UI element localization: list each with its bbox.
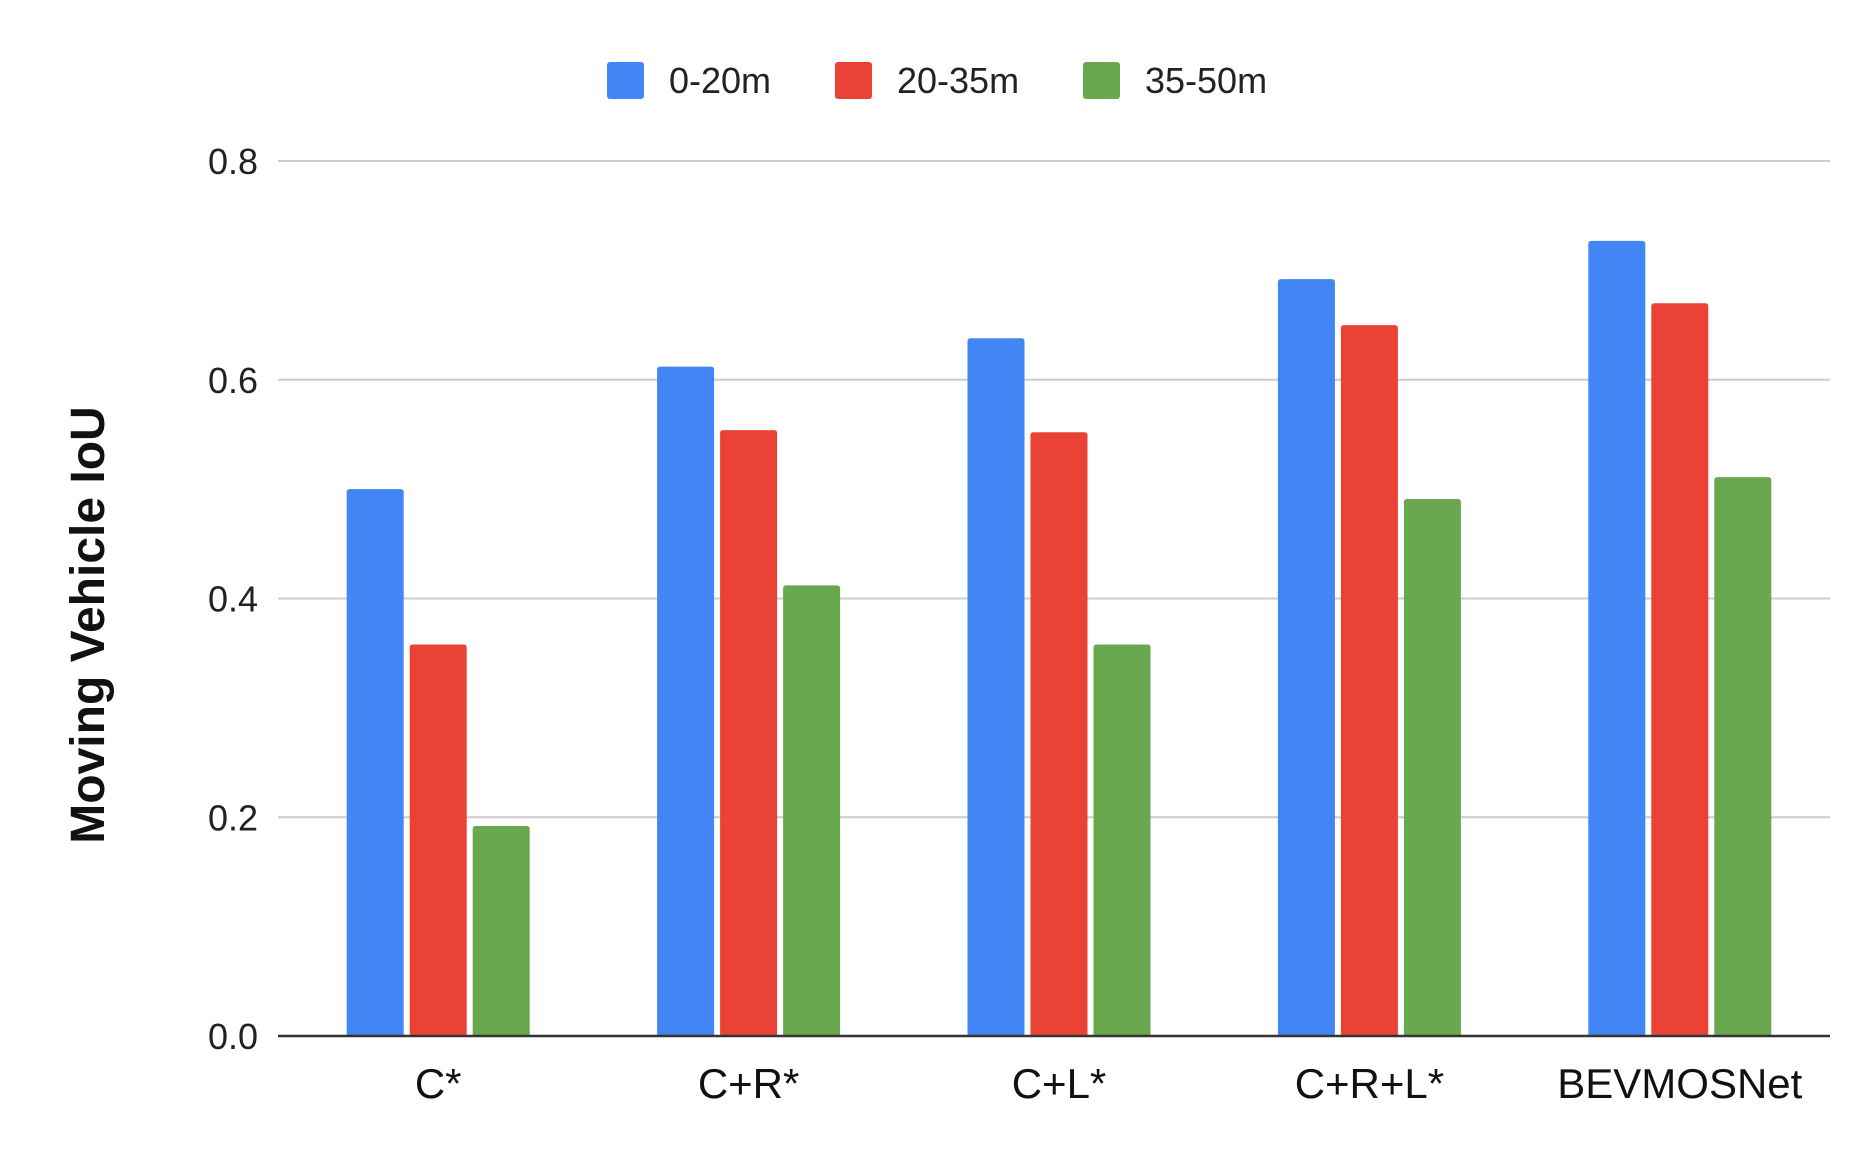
legend-label: 35-50m [1145,60,1267,101]
bar-20-35m-C+L* [1030,432,1088,1036]
y-tick-label: 0.0 [208,1016,258,1057]
bar-0-20m-BEVMOSNet [1588,240,1646,1036]
x-tick-label: C+R* [698,1060,800,1107]
axes: 0.0 0.2 0.4 0.6 0.8 C* C+R* C+L* C+R+L* BEVMOSNet [208,141,1830,1107]
bar-20-35m-BEVMOSNet [1651,303,1709,1036]
y-tick-label: 0.6 [208,360,258,401]
legend-swatch [607,62,644,99]
legend-label: 0-20m [669,60,771,101]
bar-0-20m-C+R* [657,366,715,1036]
bar-0-20m-C+L* [967,338,1025,1036]
bar-35-50m-C+R* [783,585,841,1036]
x-tick-label: C+R+L* [1295,1060,1444,1107]
y-tick-label: 0.4 [208,579,258,620]
bar-0-20m-C+R+L* [1277,279,1335,1036]
y-tick-label: 0.2 [208,797,258,838]
x-tick-label: C* [415,1060,462,1107]
legend-swatch [1083,62,1120,99]
bar-20-35m-C+R+L* [1340,325,1398,1036]
bar-35-50m-BEVMOSNet [1714,477,1772,1036]
bar-20-35m-C* [409,644,467,1036]
legend: 0-20m 20-35m 35-50m [607,60,1267,101]
bars [346,240,1772,1036]
bar-35-50m-C+R+L* [1403,498,1461,1036]
x-tick-label: C+L* [1012,1060,1107,1107]
bar-20-35m-C+R* [720,430,778,1036]
bar-35-50m-C* [472,826,530,1036]
bar-35-50m-C+L* [1093,644,1151,1036]
legend-swatch [835,62,872,99]
x-tick-label: BEVMOSNet [1557,1060,1802,1107]
legend-label: 20-35m [897,60,1019,101]
y-tick-label: 0.8 [208,141,258,182]
y-axis-title: Moving Vehicle IoU [62,406,115,843]
bar-0-20m-C* [346,489,404,1036]
